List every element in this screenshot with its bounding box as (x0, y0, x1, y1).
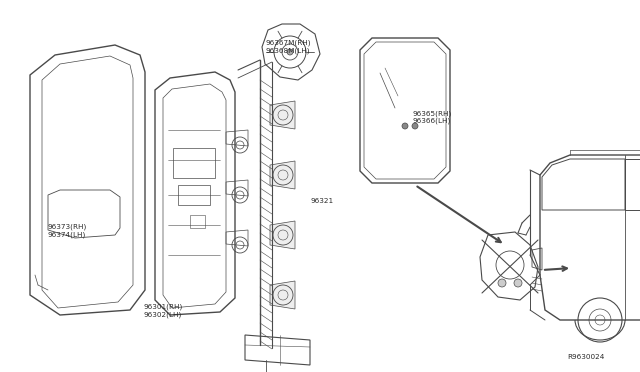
Circle shape (287, 49, 293, 55)
Text: R9630024: R9630024 (568, 354, 605, 360)
Circle shape (412, 123, 418, 129)
Polygon shape (270, 101, 295, 129)
Text: 96321: 96321 (310, 198, 333, 204)
Text: 96365(RH)
96366(LH): 96365(RH) 96366(LH) (413, 110, 452, 124)
Polygon shape (270, 221, 295, 249)
Text: 96301(RH)
96302(LH): 96301(RH) 96302(LH) (144, 304, 183, 318)
Polygon shape (270, 161, 295, 189)
Text: 96367M(RH)
96368M(LH): 96367M(RH) 96368M(LH) (266, 39, 311, 54)
Circle shape (498, 279, 506, 287)
Polygon shape (270, 281, 295, 309)
Circle shape (402, 123, 408, 129)
Text: 96373(RH)
96374(LH): 96373(RH) 96374(LH) (48, 224, 87, 238)
Circle shape (514, 279, 522, 287)
